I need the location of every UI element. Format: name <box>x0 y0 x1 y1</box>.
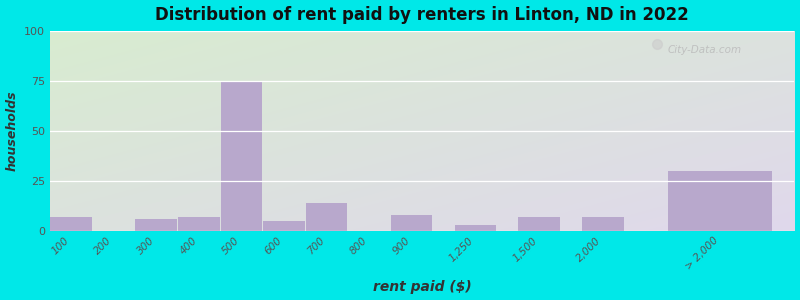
Bar <box>390 215 433 231</box>
Text: City-Data.com: City-Data.com <box>668 45 742 55</box>
X-axis label: rent paid ($): rent paid ($) <box>373 280 471 294</box>
Bar <box>668 171 772 231</box>
Bar <box>454 225 496 231</box>
Y-axis label: households: households <box>6 90 18 171</box>
Bar <box>50 217 92 231</box>
Bar <box>263 221 305 231</box>
Bar <box>518 217 560 231</box>
Title: Distribution of rent paid by renters in Linton, ND in 2022: Distribution of rent paid by renters in … <box>155 6 689 24</box>
Bar <box>178 217 220 231</box>
Bar <box>582 217 624 231</box>
Bar <box>306 203 347 231</box>
Bar <box>221 81 262 231</box>
Bar <box>135 219 177 231</box>
